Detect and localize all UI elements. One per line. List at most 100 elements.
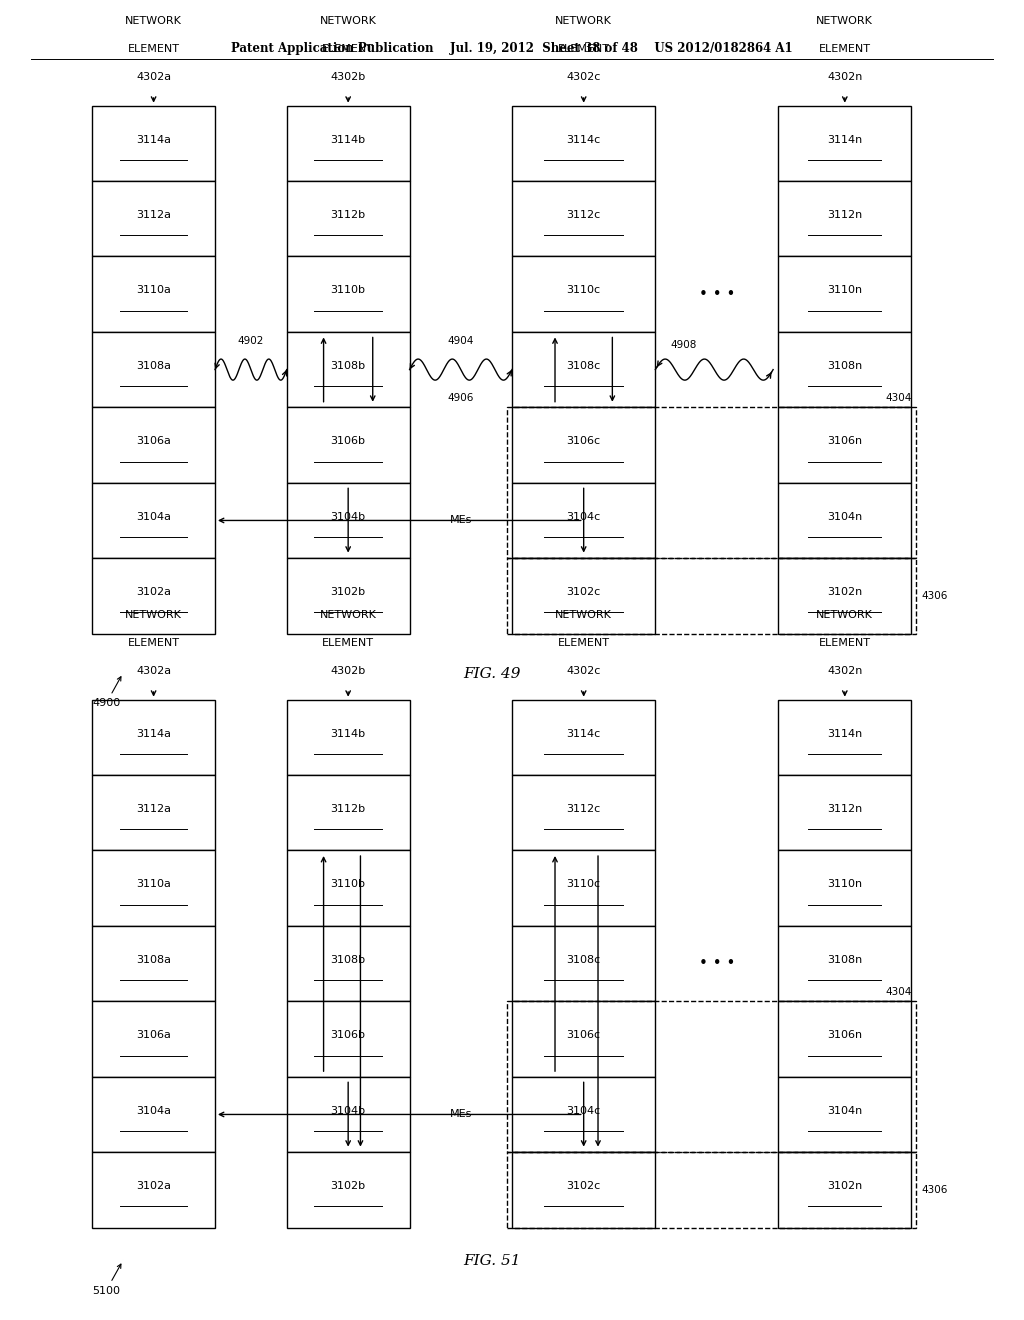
- Text: 4302a: 4302a: [136, 71, 171, 82]
- Text: 3114a: 3114a: [136, 135, 171, 145]
- Text: NETWORK: NETWORK: [555, 16, 612, 26]
- Text: 4304: 4304: [885, 987, 911, 998]
- Text: 3114c: 3114c: [566, 729, 601, 739]
- Bar: [287, 850, 410, 925]
- Text: 4302c: 4302c: [566, 665, 601, 676]
- Bar: [287, 256, 410, 331]
- Text: NETWORK: NETWORK: [816, 16, 873, 26]
- Text: 3102b: 3102b: [331, 587, 366, 597]
- Text: 4902: 4902: [238, 335, 264, 346]
- Text: • • •: • • •: [698, 286, 735, 302]
- Bar: [287, 483, 410, 558]
- Text: 4908: 4908: [671, 339, 697, 350]
- Text: 4302n: 4302n: [827, 71, 862, 82]
- Text: 3102c: 3102c: [566, 1181, 601, 1191]
- Text: 5100: 5100: [92, 1265, 121, 1296]
- Bar: [92, 700, 215, 775]
- Text: 4900: 4900: [92, 677, 121, 709]
- Text: 3104n: 3104n: [827, 1106, 862, 1115]
- Bar: [92, 1077, 215, 1152]
- Bar: [512, 106, 655, 181]
- Text: 3106b: 3106b: [331, 1030, 366, 1040]
- Bar: [512, 408, 655, 483]
- Text: 4904: 4904: [447, 335, 474, 346]
- Text: ELEMENT: ELEMENT: [558, 638, 609, 648]
- Text: 3108c: 3108c: [566, 360, 601, 371]
- Bar: [512, 256, 655, 331]
- Bar: [512, 483, 655, 558]
- Bar: [512, 1077, 655, 1152]
- Text: 4302a: 4302a: [136, 665, 171, 676]
- Bar: [92, 483, 215, 558]
- Bar: [778, 1077, 911, 1152]
- Text: 3102a: 3102a: [136, 1181, 171, 1191]
- Bar: [507, 408, 916, 558]
- Bar: [778, 256, 911, 331]
- Bar: [287, 408, 410, 483]
- Text: 4906: 4906: [447, 393, 474, 404]
- Bar: [92, 331, 215, 408]
- Text: 3108a: 3108a: [136, 360, 171, 371]
- Text: FIG. 49: FIG. 49: [463, 667, 520, 681]
- Bar: [512, 558, 655, 634]
- Bar: [92, 850, 215, 925]
- Text: MEs: MEs: [450, 1109, 472, 1119]
- Bar: [512, 925, 655, 1002]
- Text: NETWORK: NETWORK: [125, 16, 182, 26]
- Text: ELEMENT: ELEMENT: [128, 638, 179, 648]
- Text: 3110a: 3110a: [136, 285, 171, 296]
- Bar: [507, 1002, 916, 1152]
- Text: FIG. 51: FIG. 51: [463, 1254, 520, 1269]
- Text: Patent Application Publication    Jul. 19, 2012  Sheet 38 of 48    US 2012/01828: Patent Application Publication Jul. 19, …: [231, 42, 793, 55]
- Text: 3110b: 3110b: [331, 879, 366, 890]
- Text: NETWORK: NETWORK: [816, 610, 873, 620]
- Bar: [512, 850, 655, 925]
- Text: 3106a: 3106a: [136, 436, 171, 446]
- Text: 3112c: 3112c: [566, 210, 601, 220]
- Bar: [287, 1002, 410, 1077]
- Text: 4302c: 4302c: [566, 71, 601, 82]
- Bar: [287, 925, 410, 1002]
- Bar: [92, 1152, 215, 1228]
- Bar: [778, 925, 911, 1002]
- Bar: [778, 331, 911, 408]
- Bar: [778, 106, 911, 181]
- Text: NETWORK: NETWORK: [319, 610, 377, 620]
- Text: 3112a: 3112a: [136, 804, 171, 814]
- Bar: [512, 700, 655, 775]
- Bar: [92, 106, 215, 181]
- Text: 4306: 4306: [922, 1185, 948, 1195]
- Text: MEs: MEs: [450, 515, 472, 525]
- Text: ELEMENT: ELEMENT: [819, 44, 870, 54]
- Text: 3110b: 3110b: [331, 285, 366, 296]
- Text: 3112b: 3112b: [331, 210, 366, 220]
- Text: 3106c: 3106c: [566, 436, 601, 446]
- Text: 3112n: 3112n: [827, 804, 862, 814]
- Bar: [287, 106, 410, 181]
- Bar: [507, 558, 916, 634]
- Text: 3108c: 3108c: [566, 954, 601, 965]
- Bar: [778, 700, 911, 775]
- Text: 3112n: 3112n: [827, 210, 862, 220]
- Bar: [92, 256, 215, 331]
- Bar: [287, 1077, 410, 1152]
- Text: • • •: • • •: [698, 956, 735, 972]
- Bar: [287, 700, 410, 775]
- Text: 3112a: 3112a: [136, 210, 171, 220]
- Bar: [512, 181, 655, 256]
- Text: 3104c: 3104c: [566, 512, 601, 521]
- Text: 3102a: 3102a: [136, 587, 171, 597]
- Bar: [92, 1002, 215, 1077]
- Bar: [287, 558, 410, 634]
- Bar: [287, 181, 410, 256]
- Text: 4302b: 4302b: [331, 71, 366, 82]
- Text: NETWORK: NETWORK: [555, 610, 612, 620]
- Text: 3114b: 3114b: [331, 135, 366, 145]
- Bar: [778, 483, 911, 558]
- Text: ELEMENT: ELEMENT: [558, 44, 609, 54]
- Text: ELEMENT: ELEMENT: [128, 44, 179, 54]
- Bar: [287, 1152, 410, 1228]
- Text: 3106n: 3106n: [827, 1030, 862, 1040]
- Bar: [92, 925, 215, 1002]
- Text: 3102b: 3102b: [331, 1181, 366, 1191]
